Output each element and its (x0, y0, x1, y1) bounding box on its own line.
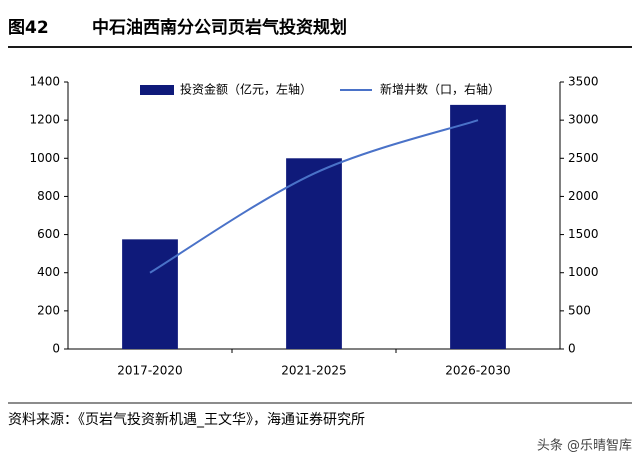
figure-label: 图42 (8, 18, 49, 38)
y-tick-label: 1200 (29, 113, 60, 127)
y-tick-label: 200 (37, 303, 60, 317)
y-tick-label: 400 (37, 265, 60, 279)
watermark: 头条 @乐晴智库 (537, 438, 632, 454)
y-tick-label: 1000 (29, 151, 60, 165)
y2-tick-label: 500 (568, 303, 591, 317)
y2-tick-label: 2000 (568, 189, 599, 203)
y2-tick-label: 0 (568, 342, 576, 356)
x-tick-label: 2017-2020 (117, 364, 182, 378)
y-tick-label: 600 (37, 227, 60, 241)
y2-tick-label: 2500 (568, 151, 599, 165)
y2-tick-label: 1000 (568, 265, 599, 279)
chart-title: 中石油西南分公司页岩气投资规划 (92, 17, 347, 38)
x-tick-label: 2021-2025 (281, 364, 346, 378)
legend-swatch (140, 85, 174, 95)
legend-label: 投资金额（亿元，左轴） (180, 82, 312, 97)
y2-tick-label: 1500 (568, 227, 599, 241)
y-tick-label: 1400 (29, 75, 60, 89)
bar (122, 239, 178, 349)
bar (286, 158, 342, 349)
y-tick-label: 0 (52, 342, 60, 356)
y2-tick-label: 3500 (568, 75, 599, 89)
y-tick-label: 800 (37, 189, 60, 203)
line (149, 119, 479, 274)
y2-tick-label: 3000 (568, 113, 599, 127)
source: 资料来源：《页岩气投资新机遇_王文华》，海通证券研究所 (8, 412, 365, 428)
bar (450, 104, 506, 349)
x-tick-label: 2026-2030 (445, 364, 510, 378)
legend-label: 新增井数（口，右轴） (380, 82, 500, 97)
